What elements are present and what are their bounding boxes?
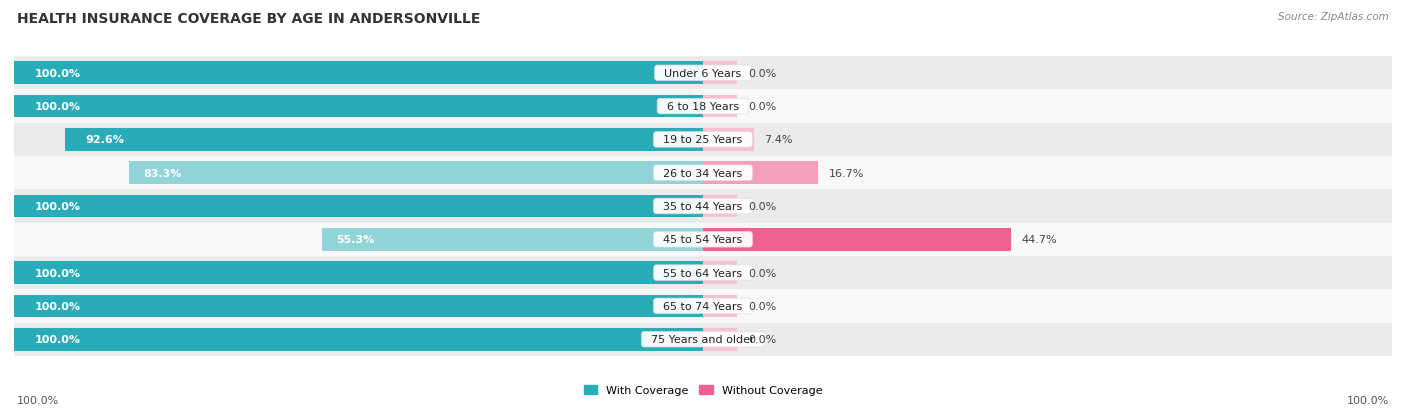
Bar (14, 157, 1392, 190)
Bar (703, 262, 738, 284)
Bar (65, 129, 703, 151)
Text: 0.0%: 0.0% (748, 202, 776, 211)
Bar (703, 228, 1011, 251)
Text: 0.0%: 0.0% (748, 69, 776, 78)
Bar (14, 262, 703, 284)
Bar (322, 228, 703, 251)
Bar (14, 95, 703, 118)
Text: 92.6%: 92.6% (86, 135, 125, 145)
Bar (14, 195, 703, 218)
Bar (14, 290, 1392, 323)
Text: 100.0%: 100.0% (35, 69, 80, 78)
Bar (14, 190, 1392, 223)
Text: Source: ZipAtlas.com: Source: ZipAtlas.com (1278, 12, 1389, 22)
Bar (703, 162, 818, 185)
Text: 45 to 54 Years: 45 to 54 Years (657, 235, 749, 245)
Text: 100.0%: 100.0% (35, 102, 80, 112)
Text: 7.4%: 7.4% (765, 135, 793, 145)
Text: 100.0%: 100.0% (35, 202, 80, 211)
Text: 44.7%: 44.7% (1021, 235, 1057, 245)
Bar (703, 95, 738, 118)
Text: 19 to 25 Years: 19 to 25 Years (657, 135, 749, 145)
Bar (703, 328, 738, 351)
Text: 26 to 34 Years: 26 to 34 Years (657, 168, 749, 178)
Text: Under 6 Years: Under 6 Years (658, 69, 748, 78)
Bar (14, 323, 1392, 356)
Text: 100.0%: 100.0% (17, 395, 59, 405)
Text: 35 to 44 Years: 35 to 44 Years (657, 202, 749, 211)
Text: 0.0%: 0.0% (748, 268, 776, 278)
Bar (14, 90, 1392, 123)
Text: 100.0%: 100.0% (35, 335, 80, 344)
Bar (129, 162, 703, 185)
Bar (703, 129, 754, 151)
Text: HEALTH INSURANCE COVERAGE BY AGE IN ANDERSONVILLE: HEALTH INSURANCE COVERAGE BY AGE IN ANDE… (17, 12, 481, 26)
Bar (14, 223, 1392, 256)
Bar (703, 62, 738, 85)
Text: 55.3%: 55.3% (336, 235, 374, 245)
Bar (703, 295, 738, 318)
Text: 100.0%: 100.0% (1347, 395, 1389, 405)
Text: 16.7%: 16.7% (828, 168, 863, 178)
Bar (14, 295, 703, 318)
Text: 55 to 64 Years: 55 to 64 Years (657, 268, 749, 278)
Bar (14, 123, 1392, 157)
Text: 75 Years and older: 75 Years and older (644, 335, 762, 344)
Text: 100.0%: 100.0% (35, 268, 80, 278)
Text: 0.0%: 0.0% (748, 335, 776, 344)
Text: 83.3%: 83.3% (143, 168, 181, 178)
Text: 65 to 74 Years: 65 to 74 Years (657, 301, 749, 311)
Bar (14, 62, 703, 85)
Text: 0.0%: 0.0% (748, 301, 776, 311)
Text: 100.0%: 100.0% (35, 301, 80, 311)
Bar (703, 195, 738, 218)
Bar (14, 328, 703, 351)
Bar (14, 57, 1392, 90)
Text: 0.0%: 0.0% (748, 102, 776, 112)
Legend: With Coverage, Without Coverage: With Coverage, Without Coverage (579, 380, 827, 400)
Bar (14, 256, 1392, 290)
Text: 6 to 18 Years: 6 to 18 Years (659, 102, 747, 112)
